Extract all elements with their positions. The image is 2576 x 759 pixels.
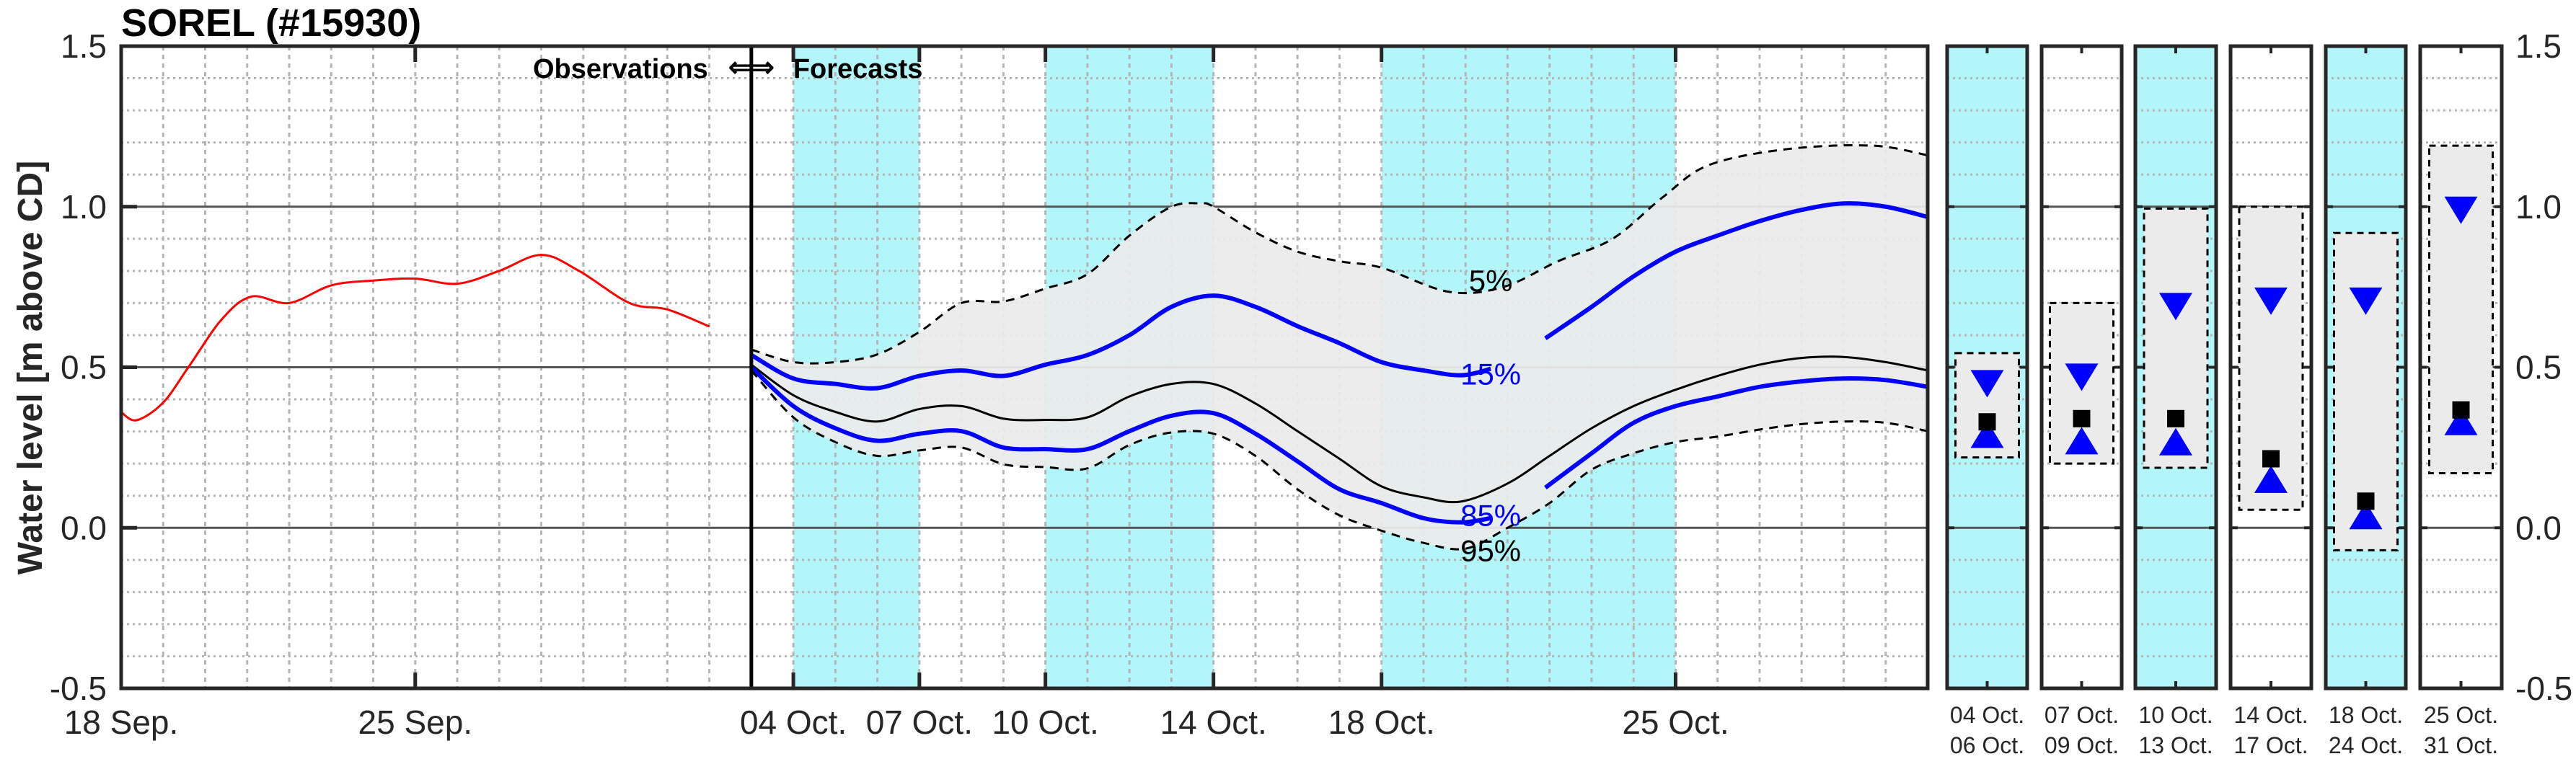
x-tick-label: 10 Oct. [992,703,1098,741]
period-panel: 18 Oct. 24 Oct. [2324,44,2408,758]
series-line-85pct [749,365,1491,525]
series-label-15pct: 15% [1460,357,1521,391]
p85-up-triangle-marker [2254,465,2288,493]
y-tick-label: 0.5 [61,349,107,386]
panel-period-end: 06 Oct. [1950,732,2024,758]
series-line-15pct [1544,201,1928,340]
period-panel: 25 Oct. 31 Oct. [2418,44,2504,758]
observations-forecasts-arrow: ⇐⇒ [728,53,775,83]
panel-period-end: 13 Oct. [2138,732,2213,758]
median-square-marker [2357,492,2375,510]
period-summary-panels: 04 Oct. 06 Oct. 07 Oct. 09 Oct. 10 Oct. 13 Oc… [1945,44,2504,758]
right-y-tick-label: -0.5 [2515,670,2572,707]
right-y-axis: 1.5 1.0 0.5 0.0 -0.5 [2515,27,2572,707]
x-tick-label: 25 Sep. [358,703,473,741]
median-square-marker [2167,409,2184,427]
series-line-85pct [1544,376,1928,489]
series-line-median [750,355,1928,504]
x-tick-label: 14 Oct. [1160,703,1267,741]
panel-period-end: 17 Oct. [2233,732,2308,758]
series-label-95pct: 95% [1460,533,1521,567]
x-tick-label: 18 Oct. [1328,703,1435,741]
period-panel: 10 Oct. 13 Oct. [2133,44,2218,758]
chart-title: SOREL (#15930) [121,1,421,45]
median-square-marker [1978,413,1996,431]
median-square-marker [2452,401,2470,419]
p85-up-triangle-marker [1970,420,2004,448]
p85-up-triangle-marker [2065,427,2099,455]
p15-down-triangle-marker [1970,370,2004,398]
panel-period-start: 10 Oct. [2138,702,2213,728]
panel-period-start: 04 Oct. [1950,702,2024,728]
p85-up-triangle-marker [2349,502,2383,530]
y-tick-label: -0.5 [50,670,107,707]
forecasts-label: Forecasts [793,54,923,84]
panel-period-start: 07 Oct. [2045,702,2119,728]
p15-down-triangle-marker [2254,287,2288,315]
median-square-marker [2262,450,2280,468]
p85-up-triangle-marker [2444,407,2478,435]
y-tick-label: 1.0 [61,188,107,226]
period-panel: 04 Oct. 06 Oct. [1945,44,2029,758]
p85-up-triangle-marker [2159,427,2192,456]
p15-down-triangle-marker [2159,293,2192,321]
observed-line [120,254,710,422]
y-tick-label: 0.0 [61,509,107,546]
observations-label: Observations [533,54,708,84]
x-tick-label: 18 Sep. [64,703,179,741]
panel-period-end: 09 Oct. [2045,732,2119,758]
p15-down-triangle-marker [2444,196,2478,224]
series-line-5pct [751,144,1928,365]
p15-down-triangle-marker [2349,287,2383,315]
p15-down-triangle-marker [2065,363,2099,391]
x-tick-label: 07 Oct. [866,703,973,741]
series-label-5pct: 5% [1469,264,1513,298]
right-y-tick-label: 1.5 [2515,27,2562,65]
right-y-tick-label: 1.0 [2515,188,2562,226]
panel-period-start: 18 Oct. [2329,702,2403,728]
panel-period-end: 24 Oct. [2329,732,2403,758]
period-panel: 07 Oct. 09 Oct. [2039,44,2124,758]
panel-period-start: 14 Oct. [2233,702,2308,728]
period-panel: 14 Oct. 17 Oct. [2228,44,2313,758]
series-line-15pct [750,293,1491,391]
panel-period-start: 25 Oct. [2424,702,2498,728]
median-square-marker [2073,409,2091,427]
right-y-tick-label: 0.5 [2515,349,2562,386]
x-tick-label: 25 Oct. [1622,703,1729,741]
x-tick-label: 04 Oct. [740,703,847,741]
right-y-tick-label: 0.0 [2515,509,2562,546]
y-axis-label: Water level [m above CD] [12,161,50,574]
main-plot: 5% 15% 85%95% Observations ⇐⇒ Forecasts 1.5 1.0… [50,27,1930,741]
series-label-85pct: 85% [1460,498,1521,532]
panel-period-end: 31 Oct. [2424,732,2498,758]
y-tick-label: 1.5 [61,27,107,65]
